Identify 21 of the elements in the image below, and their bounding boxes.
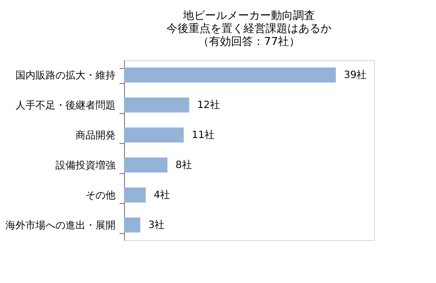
y-tick-label: その他 xyxy=(86,190,116,202)
y-tick-label: 国内販路の拡大・維持 xyxy=(16,70,116,82)
y-tick-label: 商品開発 xyxy=(76,130,116,142)
text: （有効回答：77社） xyxy=(198,35,300,48)
chart-subtitle: 今後重点を置く経営課題はあるか xyxy=(166,22,332,35)
y-tick-label: 設備投資増強 xyxy=(56,160,116,172)
bar xyxy=(124,68,336,82)
bar xyxy=(124,98,190,112)
data-label: 12社 xyxy=(197,99,220,111)
data-label: 39社 xyxy=(344,69,367,81)
data-label: 4社 xyxy=(154,189,170,201)
chart-title: 地ビールメーカー動向調査 xyxy=(182,9,315,22)
data-label: 8社 xyxy=(175,159,192,171)
bar xyxy=(124,158,168,172)
bar xyxy=(124,188,146,202)
data-label: 11社 xyxy=(192,129,214,141)
bar xyxy=(124,218,140,232)
y-tick-label: 海外市場への進出・展開 xyxy=(6,220,116,232)
data-label: 3社 xyxy=(148,219,165,231)
bar xyxy=(124,128,184,142)
y-tick-label: 人手不足・後継者問題 xyxy=(16,100,116,112)
